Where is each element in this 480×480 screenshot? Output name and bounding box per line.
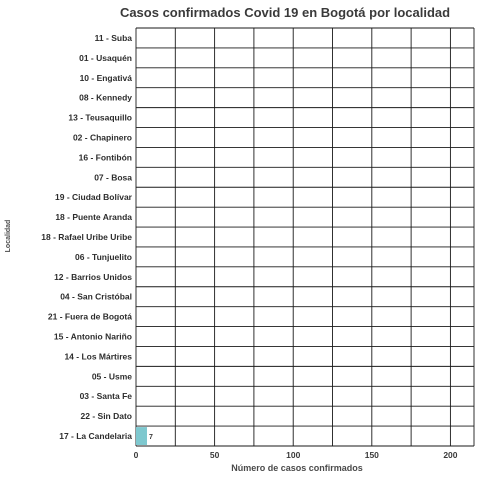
data-label: 7 xyxy=(149,434,153,441)
category-label: 03 - Santa Fe xyxy=(80,391,133,401)
y-axis-label: Localidad xyxy=(5,220,12,253)
category-label: 12 - Barrios Unidos xyxy=(54,272,132,282)
category-label: 16 - Fontibón xyxy=(79,152,132,162)
category-label: 14 - Los Mártires xyxy=(64,351,132,361)
category-label: 18 - Puente Aranda xyxy=(55,212,132,222)
x-tick-label: 150 xyxy=(365,450,379,460)
x-tick-label: 0 xyxy=(134,450,139,460)
category-label: 08 - Kennedy xyxy=(79,93,132,103)
x-axis-label: Número de casos confirmados xyxy=(231,463,363,473)
x-tick-labels: 0 50 100 150 200 xyxy=(134,450,458,460)
x-tick-label: 100 xyxy=(286,450,300,460)
bar xyxy=(136,427,148,446)
category-labels: 11 - Suba 01 - Usaquén 10 - Engativá 08 - K… xyxy=(41,33,132,441)
x-tick-label: 50 xyxy=(210,450,220,460)
category-label: 07 - Bosa xyxy=(94,172,132,182)
category-label: 10 - Engativá xyxy=(80,73,133,83)
category-label: 15 - Antonio Nariño xyxy=(54,332,132,342)
category-label: 02 - Chapinero xyxy=(73,132,132,142)
chart-title: Casos confirmados Covid 19 en Bogotá por… xyxy=(120,5,450,20)
category-label: 19 - Ciudad Bolívar xyxy=(55,192,133,202)
bars xyxy=(136,427,148,446)
x-tick-label: 200 xyxy=(443,450,457,460)
category-label: 21 - Fuera de Bogotá xyxy=(48,312,132,322)
category-label: 04 - San Cristóbal xyxy=(60,292,132,302)
grid xyxy=(135,27,475,447)
data-labels: 7 xyxy=(149,434,153,441)
category-label: 01 - Usaquén xyxy=(79,53,132,63)
category-label: 17 - La Candelaria xyxy=(59,431,132,441)
category-label: 22 - Sin Dato xyxy=(81,411,132,421)
category-label: 05 - Usme xyxy=(92,371,132,381)
category-label: 18 - Rafael Uribe Uribe xyxy=(41,232,132,242)
category-label: 11 - Suba xyxy=(95,33,133,43)
category-label: 13 - Teusaquillo xyxy=(68,113,132,123)
category-label: 06 - Tunjuelito xyxy=(75,252,132,262)
